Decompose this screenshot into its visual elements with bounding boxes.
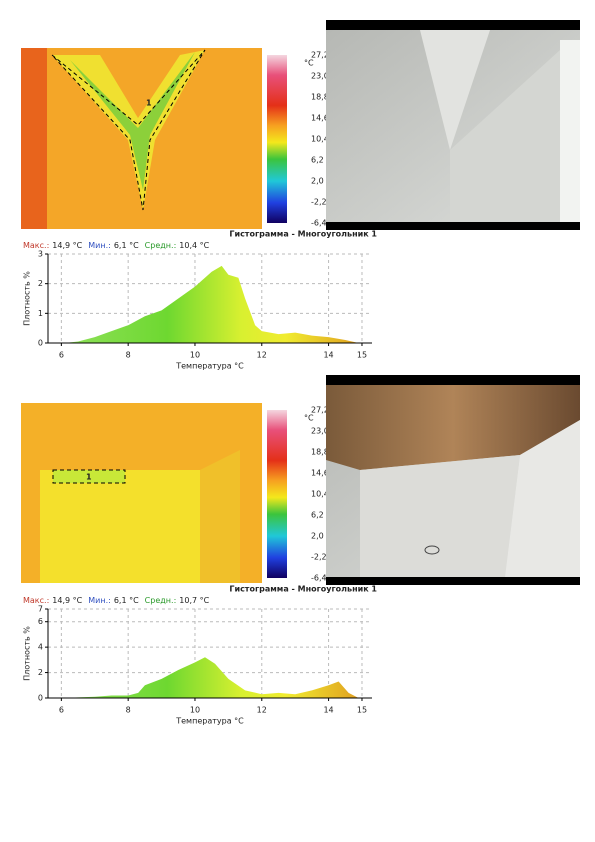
stat-mean-value: 10,7 °C xyxy=(179,596,209,605)
stat-mean-label: Средн.: xyxy=(145,241,177,250)
stats: Макс.: 14,9 °C Мин.: 6,1 °C Средн.: 10,7 °C xyxy=(23,596,210,605)
x-tick-label: 8 xyxy=(126,351,131,360)
y-tick-label: 7 xyxy=(38,605,43,614)
stat-max-label: Макс.: xyxy=(23,596,49,605)
stat-mean-value: 10,4 °C xyxy=(179,241,209,250)
stat-max-value: 14,9 °C xyxy=(52,241,82,250)
scale-label: 10,4 xyxy=(311,490,329,499)
y-tick-label: 0 xyxy=(38,339,43,348)
stat-min-label: Мин.: xyxy=(88,596,111,605)
x-axis-label: Температура °C xyxy=(175,717,244,726)
region-label: 1 xyxy=(86,473,92,482)
histogram: Гистограмма - Многоугольник 1 Макс.: 14,9 … xyxy=(23,230,378,371)
y-tick-label: 2 xyxy=(38,279,43,288)
y-tick-label: 3 xyxy=(38,250,43,259)
photo xyxy=(326,375,580,585)
y-tick-label: 0 xyxy=(38,694,43,703)
scale-label: 2,0 xyxy=(311,177,324,186)
stat-max-value: 14,9 °C xyxy=(52,596,82,605)
scale-label: 6,2 xyxy=(311,156,324,165)
y-tick-label: 2 xyxy=(38,668,43,677)
y-axis-label: Плотность % xyxy=(23,626,32,681)
scale-label: 10,4 xyxy=(311,135,329,144)
stats: Макс.: 14,9 °C Мин.: 6,1 °C Средн.: 10,4 °C xyxy=(23,241,210,250)
scale-label: 27,2 xyxy=(311,406,329,415)
scale-label: 27,2 xyxy=(311,51,329,60)
x-tick-label: 14 xyxy=(323,351,333,360)
y-axis-label: Плотность % xyxy=(23,271,32,326)
x-tick-label: 6 xyxy=(59,706,64,715)
thermal-image: 1 xyxy=(21,403,287,583)
histogram: Гистограмма - Многоугольник 1 Макс.: 14,9 … xyxy=(23,585,378,726)
thermal-image: 1 xyxy=(21,48,287,229)
scale-label: -2,2 xyxy=(311,553,327,562)
x-axis-label: Температура °C xyxy=(175,362,244,371)
scale-label: -6,4 xyxy=(311,574,327,583)
stat-mean-label: Средн.: xyxy=(145,596,177,605)
photo xyxy=(326,20,580,230)
histogram-area xyxy=(64,265,359,343)
y-tick-label: 1 xyxy=(38,309,43,318)
histogram-title: Гистограмма - Многоугольник 1 xyxy=(229,585,377,594)
x-tick-label: 8 xyxy=(126,706,131,715)
x-tick-label: 15 xyxy=(357,706,367,715)
scale-label: -6,4 xyxy=(311,219,327,228)
x-tick-label: 15 xyxy=(357,351,367,360)
region-label: 1 xyxy=(146,99,152,108)
scale-labels: °C27,2 23,0 18,8 14,6 10,4 6,2 2,0 -2,2 -6,4 xyxy=(304,406,329,583)
histogram-area xyxy=(64,657,359,698)
scale-unit: °C xyxy=(304,414,314,423)
x-tick-label: 14 xyxy=(323,706,333,715)
y-tick-label: 6 xyxy=(38,617,43,626)
scale-labels: °C27,2 23,0 18,8 14,6 10,4 6,2 2,0 -2,2 -6,4 xyxy=(304,51,329,228)
scale-label: 23,0 xyxy=(311,72,329,81)
histogram-title: Гистограмма - Многоугольник 1 xyxy=(229,230,377,239)
x-tick-label: 12 xyxy=(257,706,267,715)
stat-max-label: Макс.: xyxy=(23,241,49,250)
scale-unit: °C xyxy=(304,59,314,68)
x-tick-label: 10 xyxy=(190,351,200,360)
scale-label: 18,8 xyxy=(311,448,329,457)
x-tick-label: 12 xyxy=(257,351,267,360)
stat-min-value: 6,1 °C xyxy=(114,241,139,250)
scale-label: 2,0 xyxy=(311,532,324,541)
scale-label: 6,2 xyxy=(311,511,324,520)
scale-label: 14,6 xyxy=(311,114,329,123)
scale-label: 14,6 xyxy=(311,469,329,478)
x-tick-label: 10 xyxy=(190,706,200,715)
stat-min-value: 6,1 °C xyxy=(114,596,139,605)
scale-label: 23,0 xyxy=(311,427,329,436)
scale-label: 18,8 xyxy=(311,93,329,102)
stat-min-label: Мин.: xyxy=(88,241,111,250)
scale-label: -2,2 xyxy=(311,198,327,207)
y-tick-label: 4 xyxy=(38,643,43,652)
x-tick-label: 6 xyxy=(59,351,64,360)
